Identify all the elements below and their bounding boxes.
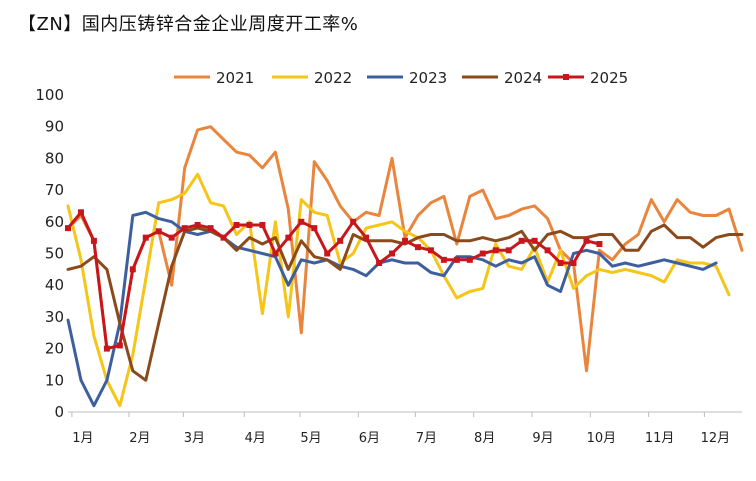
data-point-2025 [246, 221, 253, 228]
x-tick-label: 12月 [701, 431, 731, 446]
series-line-2022 [66, 172, 731, 408]
data-point-2025 [583, 237, 590, 244]
data-point-2025 [427, 247, 434, 254]
data-point-2025 [337, 237, 344, 244]
data-point-2025 [142, 234, 149, 241]
data-point-2025 [505, 247, 512, 254]
y-tick-label: 100 [35, 86, 64, 104]
y-tick-label: 40 [45, 276, 64, 294]
data-point-2025 [531, 237, 538, 244]
data-point-2025 [453, 256, 460, 263]
x-tick-label: 8月 [474, 431, 495, 446]
x-tick-label: 6月 [359, 431, 380, 446]
data-point-2025 [414, 244, 421, 251]
y-tick-label: 80 [45, 149, 64, 167]
data-point-2025 [363, 234, 370, 241]
data-point-2025 [557, 260, 564, 267]
data-point-2025 [596, 240, 603, 247]
chart-title: 【ZN】国内压铸锌合金企业周度开工率% [18, 14, 359, 35]
legend-label-2024: 2024 [504, 69, 542, 87]
data-point-2025 [233, 221, 240, 228]
data-point-2025 [570, 260, 577, 267]
data-point-2025 [259, 221, 266, 228]
data-point-2025 [155, 228, 162, 235]
data-point-2025 [194, 221, 201, 228]
y-tick-label: 90 [45, 118, 64, 136]
data-point-2025 [389, 250, 396, 257]
y-tick-label: 30 [45, 308, 64, 326]
series-line-2023 [66, 210, 718, 408]
x-tick-label: 9月 [532, 431, 553, 446]
y-tick-label: 50 [45, 245, 64, 263]
data-point-2025 [90, 237, 97, 244]
legend-marker-2025 [563, 74, 569, 80]
y-tick-label: 10 [45, 371, 64, 389]
legend-label-2022: 2022 [314, 69, 352, 87]
x-tick-label: 5月 [300, 431, 321, 446]
data-point-2025 [311, 225, 318, 232]
data-point-2025 [492, 247, 499, 254]
y-tick-label: 20 [45, 340, 64, 358]
data-point-2025 [129, 266, 136, 273]
data-point-2025 [181, 225, 188, 232]
data-point-2025 [220, 234, 227, 241]
x-tick-label: 1月 [72, 431, 93, 446]
data-point-2025 [298, 218, 305, 225]
y-tick-label: 0 [54, 403, 64, 421]
data-point-2025 [350, 218, 357, 225]
series-line-2024 [66, 223, 744, 382]
data-point-2025 [376, 260, 383, 267]
series-line-2021 [66, 125, 744, 373]
y-tick-label: 70 [45, 181, 64, 199]
data-point-2025 [103, 345, 110, 352]
data-point-2025 [466, 256, 473, 263]
x-tick-label: 4月 [245, 431, 266, 446]
data-point-2025 [168, 234, 175, 241]
data-point-2025 [285, 234, 292, 241]
x-tick-label: 10月 [587, 431, 617, 446]
data-point-2025 [77, 209, 84, 216]
data-point-2025 [440, 256, 447, 263]
legend-label-2025: 2025 [590, 69, 628, 87]
x-tick-label: 11月 [645, 431, 675, 446]
data-point-2025 [65, 225, 71, 232]
y-tick-label: 60 [45, 213, 64, 231]
legend-label-2021: 2021 [216, 69, 254, 87]
data-point-2025 [116, 342, 123, 349]
legend-label-2023: 2023 [409, 69, 447, 87]
x-tick-label: 3月 [184, 431, 205, 446]
data-point-2025 [479, 250, 486, 257]
data-point-2025 [324, 250, 331, 257]
x-tick-label: 2月 [129, 431, 150, 446]
data-point-2025 [272, 250, 279, 257]
data-point-2025 [207, 225, 214, 232]
data-point-2025 [544, 247, 551, 254]
data-point-2025 [402, 237, 408, 244]
x-tick-label: 7月 [416, 431, 437, 446]
data-point-2025 [518, 237, 525, 244]
